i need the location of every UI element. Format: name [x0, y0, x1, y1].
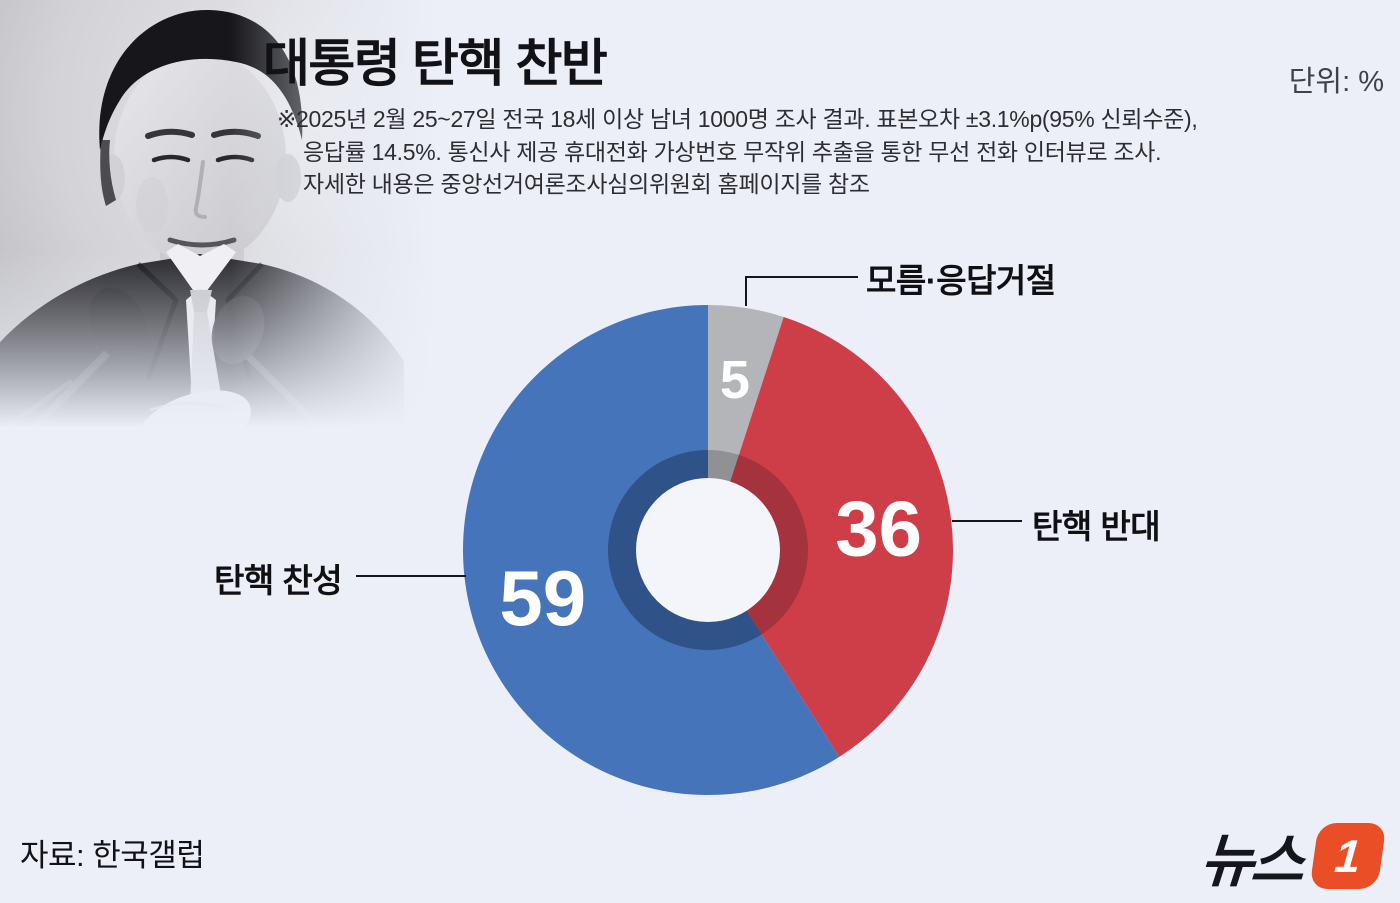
news1-logo-mark: 1 [1332, 830, 1364, 882]
donut-hole [636, 478, 780, 622]
survey-note-line-2: 응답률 14.5%. 통신사 제공 휴대전화 가상번호 무작위 추출을 통한 무… [303, 138, 1162, 165]
callout-favor: 탄핵 찬성 [214, 562, 343, 599]
news1-logo-text: 뉴스 [1198, 829, 1304, 894]
page-title: 대통령 탄핵 찬반 [263, 35, 608, 92]
survey-note-line-3: 자세한 내용은 중앙선거여론조사심의위원회 홈페이지를 참조 [303, 171, 870, 197]
survey-note-line-1: ※2025년 2월 25~27일 전국 18세 이상 남녀 1000명 조사 결… [277, 106, 1198, 132]
slice-value-label-2: 59 [499, 554, 586, 642]
callout-oppose: 탄핵 반대 [1032, 508, 1161, 545]
survey-note: ※2025년 2월 25~27일 전국 18세 이상 남녀 1000명 조사 결… [277, 103, 1198, 201]
news1-logo-badge-icon: 1 [1309, 823, 1387, 889]
photo-fade-bottom [0, 250, 460, 452]
slice-value-label-1: 36 [835, 484, 922, 572]
callout-dontknow: 모름·응답거절 [866, 262, 1056, 299]
pie-slice-1 [708, 316, 953, 757]
news1-logo: 뉴스 1 [1198, 814, 1387, 898]
source-label: 자료: 한국갤럽 [20, 838, 205, 873]
slice-value-label-0: 5 [720, 350, 750, 410]
donut-chart: 5 36 59 [463, 305, 953, 795]
leader-line-dontknow [745, 276, 858, 306]
president-photo [0, 0, 460, 452]
unit-label: 단위: % [1288, 66, 1384, 98]
